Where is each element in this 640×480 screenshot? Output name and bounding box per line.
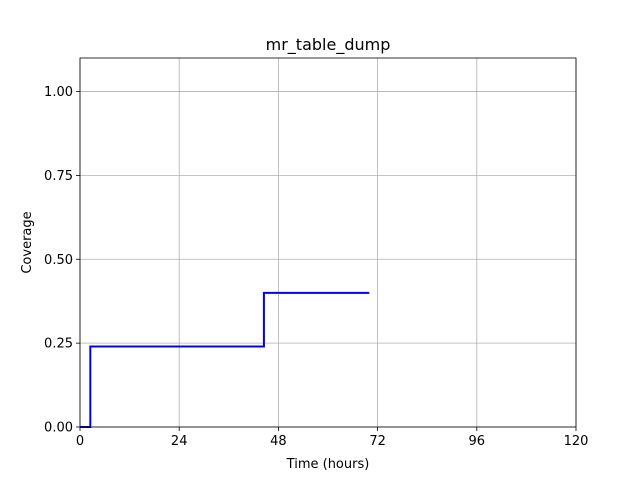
grid [79, 58, 577, 428]
x-tick-label: 96 [469, 434, 486, 449]
y-tick-label: 0.00 [44, 421, 73, 436]
y-tick-label: 0.25 [44, 337, 73, 352]
x-tick-label: 0 [76, 434, 84, 449]
series-layer [80, 291, 370, 428]
series-line [80, 291, 370, 428]
y-tick-label: 0.75 [44, 169, 73, 184]
x-tick-label: 24 [171, 434, 188, 449]
y-tick-label: 1.00 [44, 85, 73, 100]
y-axis-label: Coverage [20, 211, 35, 273]
y-axis: 0.00 0.25 0.50 0.75 1.00 [44, 85, 80, 436]
x-axis-label: Time (hours) [286, 457, 370, 472]
x-tick-label: 120 [564, 434, 589, 449]
x-axis: 0 24 48 72 96 120 [76, 427, 589, 449]
chart-title: mr_table_dump [266, 35, 391, 55]
plot-frame [79, 57, 577, 428]
x-tick-label: 48 [270, 434, 287, 449]
y-tick-label: 0.50 [44, 253, 73, 268]
x-tick-label: 72 [369, 434, 386, 449]
